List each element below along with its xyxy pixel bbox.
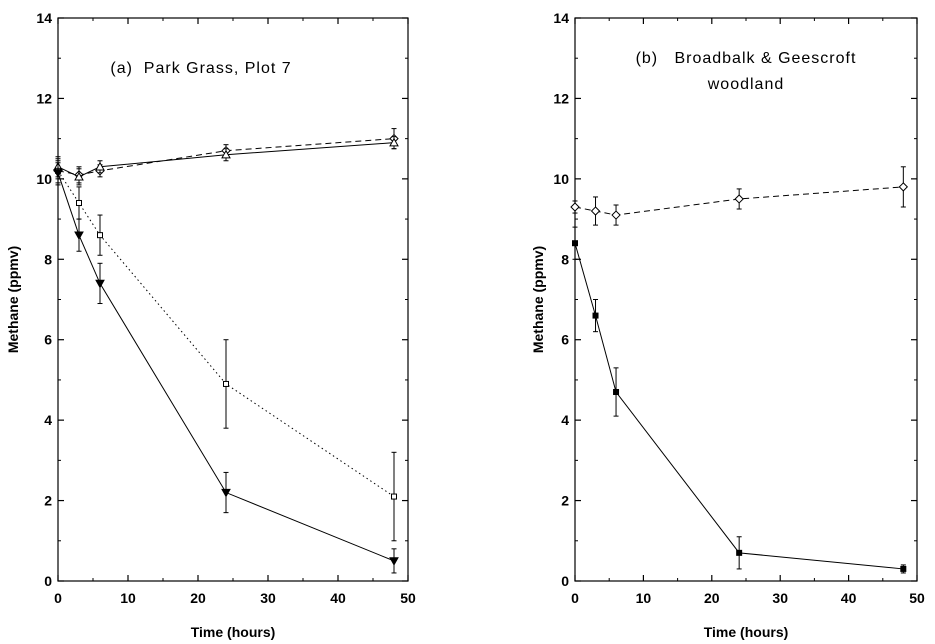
y-tick-label: 10 [553, 171, 569, 187]
diamond-marker [611, 210, 621, 220]
plot-frame [57, 17, 409, 582]
y-tick-label: 10 [36, 171, 52, 187]
y-tick-label: 12 [36, 90, 52, 106]
series-3 [53, 160, 399, 574]
triangle-down-marker [221, 488, 231, 498]
plot-frame [574, 17, 918, 582]
y-tick-label: 14 [553, 10, 569, 26]
panel-a: 0 10 20 30 40 50 0 2 4 6 8 10 12 14 Time (hours) Methan… [5, 10, 416, 640]
diamond-marker [734, 194, 744, 204]
x-tick-label: 10 [636, 590, 652, 606]
x-axis-label: Time (hours) [191, 624, 276, 640]
square-marker [223, 380, 229, 387]
triangle-down-marker [53, 169, 63, 178]
square-filled-marker [900, 565, 907, 572]
triangle-marker [221, 149, 231, 159]
y-tick-label: 0 [561, 573, 569, 589]
triangle-marker [74, 171, 84, 181]
series-1 [572, 226, 907, 574]
x-tick-label: 0 [54, 590, 62, 606]
x-tick-label: 20 [190, 590, 206, 606]
x-tick-label: 30 [260, 590, 276, 606]
x-tick-label: 30 [772, 590, 788, 606]
y-axis-label: Methane (ppmv) [5, 246, 21, 353]
panel-title: (b) Broadbalk & Geescroft [636, 50, 857, 67]
triangle-down-marker [95, 279, 105, 289]
panel-title: woodland [707, 76, 785, 93]
square-filled-marker [613, 388, 620, 395]
x-tick-label: 40 [330, 590, 346, 606]
y-tick-label: 8 [44, 251, 52, 267]
x-tick-label: 40 [841, 590, 857, 606]
y-tick-label: 14 [36, 10, 52, 26]
x-tick-label: 20 [704, 590, 720, 606]
square-marker [391, 493, 397, 500]
y-axis-label: Methane (ppmv) [530, 246, 546, 353]
y-tick-label: 6 [44, 332, 52, 348]
x-tick-label: 0 [571, 590, 579, 606]
triangle-marker [95, 161, 105, 171]
y-tick-label: 2 [561, 493, 569, 509]
series-line [57, 170, 395, 497]
square-filled-marker [592, 312, 599, 319]
x-tick-label: 10 [120, 590, 136, 606]
y-tick-label: 6 [561, 332, 569, 348]
y-tick-label: 4 [561, 412, 569, 428]
x-tick-label: 50 [909, 590, 925, 606]
y-tick-label: 8 [561, 251, 569, 267]
diamond-marker [590, 206, 601, 216]
square-marker [76, 199, 82, 206]
series-0 [570, 166, 909, 226]
y-tick-label: 2 [44, 493, 52, 509]
square-filled-marker [736, 549, 743, 556]
diamond-marker [898, 182, 909, 192]
series-2 [55, 158, 397, 542]
y-tick-label: 4 [44, 412, 52, 428]
square-filled-marker [572, 240, 578, 247]
series-line [574, 243, 904, 570]
triangle-down-marker [389, 557, 399, 566]
panel-title: (a) Park Grass, Plot 7 [110, 60, 291, 77]
y-tick-label: 0 [44, 573, 52, 589]
series-1 [53, 136, 399, 186]
diamond-marker [570, 202, 580, 212]
x-axis-label: Time (hours) [704, 624, 789, 640]
y-tick-label: 12 [553, 90, 569, 106]
triangle-marker [389, 137, 399, 147]
square-marker [97, 232, 103, 239]
panel-b: 0 10 20 30 40 50 0 2 4 6 8 10 12 14 Time (hours) Methan… [530, 10, 925, 640]
x-tick-label: 50 [400, 590, 416, 606]
triangle-down-marker [74, 231, 84, 241]
